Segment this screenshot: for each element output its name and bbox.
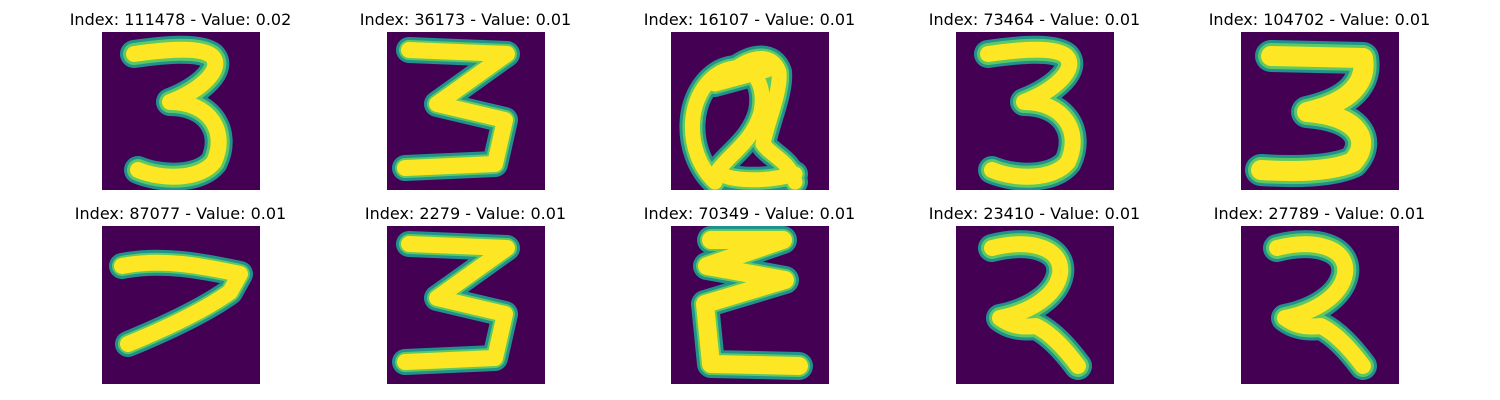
panel-10: Index: 27789 - Value: 0.01 xyxy=(1177,204,1462,394)
panel-title: Index: 70349 - Value: 0.01 xyxy=(607,204,892,224)
digit-image xyxy=(671,32,829,190)
digit-image xyxy=(387,32,545,190)
digit-svg xyxy=(102,32,260,190)
digit-svg xyxy=(1241,226,1399,384)
digit-image xyxy=(1241,32,1399,190)
panel-title: Index: 111478 - Value: 0.02 xyxy=(38,10,323,30)
panel-9: Index: 23410 - Value: 0.01 xyxy=(892,204,1177,394)
digit-svg xyxy=(387,32,545,190)
panel-8: Index: 70349 - Value: 0.01 xyxy=(607,204,892,394)
panel-title: Index: 36173 - Value: 0.01 xyxy=(323,10,608,30)
digit-image xyxy=(102,226,260,384)
panel-title: Index: 2279 - Value: 0.01 xyxy=(323,204,608,224)
panel-3: Index: 16107 - Value: 0.01 xyxy=(607,10,892,200)
panel-4: Index: 73464 - Value: 0.01 xyxy=(892,10,1177,200)
panel-title: Index: 27789 - Value: 0.01 xyxy=(1177,204,1462,224)
digit-image xyxy=(102,32,260,190)
panel-title: Index: 23410 - Value: 0.01 xyxy=(892,204,1177,224)
digit-image xyxy=(671,226,829,384)
panel-title: Index: 16107 - Value: 0.01 xyxy=(607,10,892,30)
panel-6: Index: 87077 - Value: 0.01 xyxy=(38,204,323,394)
digit-image xyxy=(1241,226,1399,384)
digit-svg xyxy=(956,32,1114,190)
digit-image xyxy=(956,226,1114,384)
digit-image xyxy=(387,226,545,384)
panel-1: Index: 111478 - Value: 0.02 xyxy=(38,10,323,200)
digit-svg xyxy=(387,226,545,384)
digit-svg xyxy=(102,226,260,384)
panel-7: Index: 2279 - Value: 0.01 xyxy=(323,204,608,394)
digit-image xyxy=(956,32,1114,190)
digit-svg xyxy=(956,226,1114,384)
panel-title: Index: 104702 - Value: 0.01 xyxy=(1177,10,1462,30)
digit-svg xyxy=(1241,32,1399,190)
digit-svg xyxy=(671,32,829,190)
image-background xyxy=(102,226,260,384)
digit-svg xyxy=(671,226,829,384)
panel-2: Index: 36173 - Value: 0.01 xyxy=(323,10,608,200)
panel-title: Index: 87077 - Value: 0.01 xyxy=(38,204,323,224)
panel-5: Index: 104702 - Value: 0.01 xyxy=(1177,10,1462,200)
panel-title: Index: 73464 - Value: 0.01 xyxy=(892,10,1177,30)
